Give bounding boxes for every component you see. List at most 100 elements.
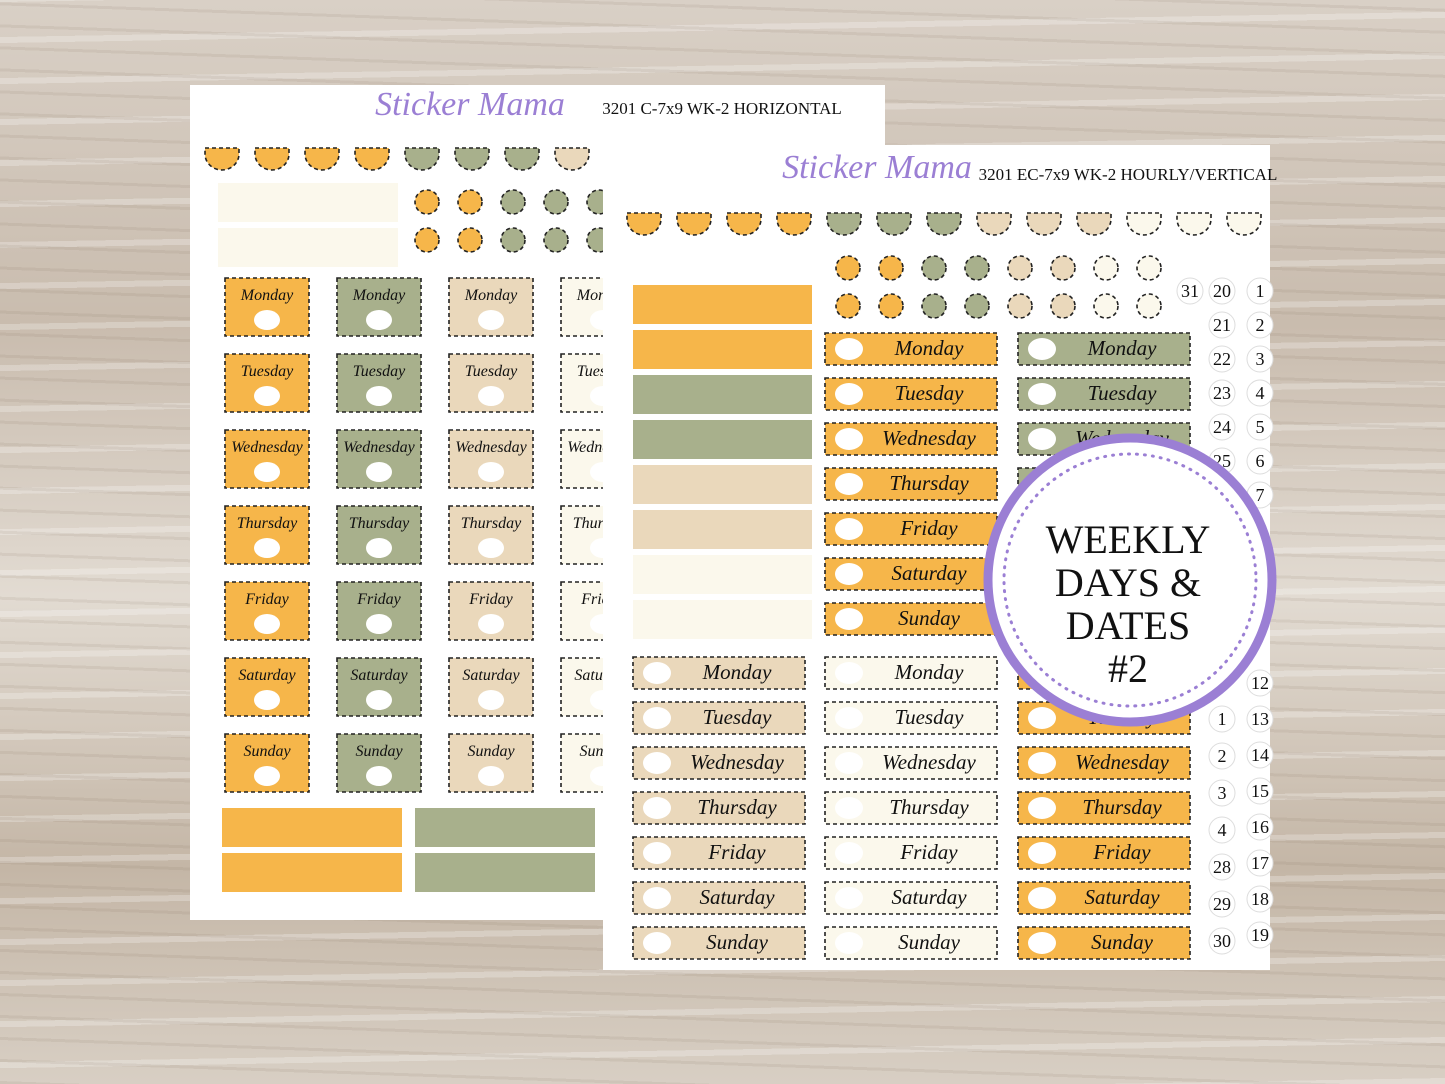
tab-sticker	[876, 212, 912, 236]
day-label: Sunday	[1091, 930, 1154, 954]
tab-sticker	[1176, 212, 1212, 236]
day-label: Saturday	[238, 667, 296, 684]
day-label: Sunday	[243, 743, 291, 760]
date-circle	[1028, 428, 1056, 450]
date-circle	[366, 538, 392, 558]
date-circle	[643, 752, 671, 774]
day-label: Monday	[894, 336, 964, 360]
tab-sticker	[676, 212, 712, 236]
date-label: 7	[1256, 485, 1265, 505]
day-label: Wednesday	[690, 750, 784, 774]
label-bar	[222, 853, 402, 892]
badge-text: #2	[1108, 646, 1148, 691]
day-label: Monday	[894, 660, 964, 684]
date-label: 24	[1213, 417, 1231, 437]
date-circle	[254, 538, 280, 558]
dot-sticker	[457, 189, 483, 215]
date-circle	[366, 614, 392, 634]
day-label: Friday	[899, 840, 958, 864]
date-circle	[835, 428, 863, 450]
label-bar	[218, 183, 398, 222]
date-circle	[835, 707, 863, 729]
date-circle	[643, 887, 671, 909]
date-label: 2	[1218, 746, 1227, 766]
dot-sticker	[835, 255, 861, 281]
day-label: Saturday	[350, 667, 408, 684]
date-circle	[478, 310, 504, 330]
day-label: Thursday	[237, 515, 298, 532]
date-circle	[478, 766, 504, 786]
dot-sticker	[1007, 255, 1033, 281]
date-label: 1	[1256, 281, 1265, 301]
date-sticker	[1208, 742, 1236, 770]
date-circle	[835, 383, 863, 405]
date-sticker	[1246, 741, 1274, 769]
day-label: Monday	[240, 287, 294, 304]
day-label: Tuesday	[895, 381, 965, 405]
dot-sticker	[921, 255, 947, 281]
date-sticker	[1246, 311, 1274, 339]
badge-ring	[1002, 452, 1258, 708]
date-circle	[643, 932, 671, 954]
day-label: Saturday	[1084, 885, 1160, 909]
date-label: 21	[1213, 315, 1231, 335]
day-label: Thursday	[889, 471, 969, 495]
sheet-code: 3201 EC-7x9 WK-2 HOURLY/VERTICAL	[979, 165, 1278, 184]
date-label: 3	[1218, 783, 1227, 803]
date-circle	[835, 932, 863, 954]
badge-text: DATES	[1066, 603, 1190, 648]
date-sticker	[1246, 447, 1274, 475]
dot-sticker	[500, 227, 526, 253]
day-label: Tuesday	[465, 363, 518, 380]
day-label: Saturday	[891, 561, 967, 585]
badge-text: DAYS &	[1055, 560, 1201, 605]
day-sticker	[824, 926, 998, 960]
dot-sticker	[414, 189, 440, 215]
dot-sticker	[921, 293, 947, 319]
brand: Sticker Mama	[782, 149, 972, 186]
day-sticker	[632, 746, 806, 780]
date-label: 16	[1251, 817, 1269, 837]
date-circle	[1028, 887, 1056, 909]
label-bar	[633, 510, 812, 549]
dot-sticker	[1093, 255, 1119, 281]
day-label: Friday	[244, 591, 289, 608]
day-sticker	[824, 836, 998, 870]
day-label: Wednesday	[882, 750, 976, 774]
date-sticker	[1246, 413, 1274, 441]
tab-sticker	[1126, 212, 1162, 236]
day-label: Sunday	[898, 606, 961, 630]
date-label: 30	[1213, 931, 1231, 951]
tab-sticker	[1226, 212, 1262, 236]
date-circle	[254, 766, 280, 786]
date-circle	[643, 707, 671, 729]
date-sticker	[1246, 813, 1274, 841]
dot-sticker	[500, 189, 526, 215]
label-bar	[633, 420, 812, 459]
date-label: 4	[1218, 820, 1227, 840]
date-label: 3	[1256, 349, 1265, 369]
date-circle	[1028, 338, 1056, 360]
date-sticker	[1246, 669, 1274, 697]
day-label: Tuesday	[895, 705, 965, 729]
tab-sticker	[976, 212, 1012, 236]
sheet-code: 3201 C-7x9 WK-2 HORIZONTAL	[602, 99, 842, 118]
date-label: 5	[1256, 417, 1265, 437]
date-circle	[1028, 842, 1056, 864]
date-label: 13	[1251, 709, 1269, 729]
day-label: Tuesday	[241, 363, 294, 380]
date-sticker	[1246, 885, 1274, 913]
dot-sticker	[878, 293, 904, 319]
date-label: 17	[1251, 853, 1269, 873]
label-bar	[415, 808, 595, 847]
date-sticker	[1208, 853, 1236, 881]
date-circle	[478, 462, 504, 482]
brand: Sticker Mama	[375, 86, 565, 123]
date-circle	[835, 797, 863, 819]
day-label: Saturday	[891, 885, 967, 909]
date-label: 12	[1251, 673, 1269, 693]
dot-sticker	[1136, 255, 1162, 281]
date-sticker	[1246, 921, 1274, 949]
tab-sticker	[626, 212, 662, 236]
dot-sticker	[457, 227, 483, 253]
